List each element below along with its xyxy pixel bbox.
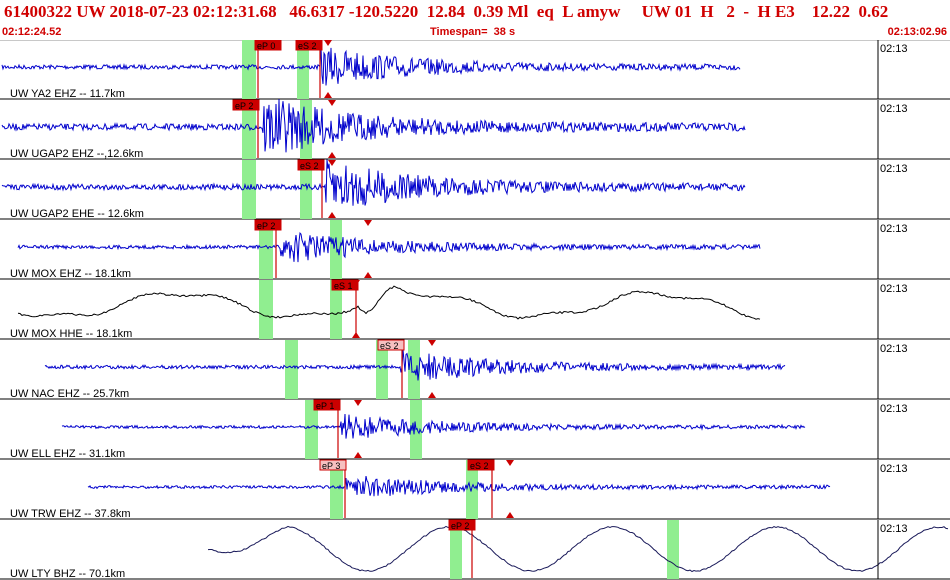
phase-window	[450, 520, 462, 579]
phase-window	[259, 220, 273, 279]
station-label: UW MOX HHE -- 18.1km	[10, 328, 132, 340]
time-tick-label: 02:13	[880, 223, 908, 235]
pick-marker	[328, 152, 336, 158]
time-tick-label: 02:13	[880, 403, 908, 415]
waveform-trace	[207, 525, 949, 573]
pick-flag[interactable]	[331, 279, 359, 291]
pick-marker	[328, 100, 336, 106]
timespan-label: Timespan= 38 s	[430, 26, 516, 38]
pick-flag[interactable]	[377, 339, 405, 351]
pick-label: eP 2	[451, 521, 469, 531]
pick-label: eS 2	[298, 41, 317, 51]
time-tick-label: 02:13	[880, 343, 908, 355]
time-tick-label: 02:13	[880, 103, 908, 115]
phase-window	[259, 280, 273, 339]
end-time-label: 02:13:02.96	[887, 26, 947, 38]
phase-window	[466, 460, 478, 519]
event-summary-title: 61400322 UW 2018-07-23 02:12:31.68 46.63…	[4, 2, 889, 21]
time-tick-label: 02:13	[880, 463, 908, 475]
pick-flag[interactable]	[313, 399, 341, 411]
phase-window	[300, 160, 312, 219]
phase-window	[330, 460, 343, 519]
pick-marker	[354, 400, 362, 406]
pick-flag[interactable]	[254, 40, 282, 51]
phase-window	[242, 40, 256, 99]
pick-flag[interactable]	[297, 159, 325, 171]
waveform-trace	[17, 232, 761, 263]
pick-flag[interactable]	[232, 99, 260, 111]
phase-window	[297, 40, 309, 99]
phase-window	[242, 100, 256, 159]
pick-flag[interactable]	[254, 219, 282, 231]
pick-label: eS 1	[334, 281, 353, 291]
waveform-trace	[1, 99, 746, 153]
phase-window	[667, 520, 679, 579]
phase-window	[408, 340, 420, 399]
pick-marker	[428, 340, 436, 346]
seismogram-panel[interactable]: eP 0 eS 2 02:13 UW YA2 EHZ -- 11.7km eP 2 02:…	[0, 40, 950, 580]
station-label: UW MOX EHZ -- 18.1km	[10, 268, 131, 280]
station-label: UW TRW EHZ -- 37.8km	[10, 508, 131, 520]
pick-label: eP 1	[316, 401, 334, 411]
pick-flag[interactable]	[319, 459, 347, 471]
pick-marker	[328, 160, 336, 166]
pick-label: eS 2	[380, 341, 399, 351]
pick-flag[interactable]	[448, 519, 476, 531]
station-label: UW UGAP2 EHE -- 12.6km	[10, 208, 144, 220]
phase-window	[330, 220, 342, 279]
pick-marker	[428, 392, 436, 398]
time-tick-label: 02:13	[880, 163, 908, 175]
phase-window	[330, 280, 342, 339]
waveform-trace	[1, 46, 741, 86]
time-tick-label: 02:13	[880, 283, 908, 295]
waveform-trace	[17, 285, 761, 320]
pick-label: eP 2	[235, 101, 253, 111]
pick-flag[interactable]	[295, 40, 323, 51]
pick-marker	[364, 272, 372, 278]
station-label: UW YA2 EHZ -- 11.7km	[10, 88, 125, 100]
waveform-trace	[61, 413, 806, 439]
pick-marker	[364, 220, 372, 226]
pick-label: eS 2	[300, 161, 319, 171]
phase-window	[285, 340, 298, 399]
pick-marker	[324, 92, 332, 98]
station-label: UW ELL EHZ -- 31.1km	[10, 448, 125, 460]
pick-label: eP 0	[257, 41, 275, 51]
phase-window	[305, 400, 318, 459]
station-label: UW UGAP2 EHZ --,12.6km	[10, 148, 143, 160]
pick-marker	[506, 512, 514, 518]
pick-marker	[324, 40, 332, 46]
pick-marker	[352, 280, 360, 286]
event-header: 61400322 UW 2018-07-23 02:12:31.68 46.63…	[0, 0, 950, 41]
pick-marker	[328, 212, 336, 218]
waveform-trace	[44, 349, 786, 381]
waveform-trace	[87, 475, 831, 497]
waveform-trace	[1, 159, 746, 206]
pick-label: eP 3	[322, 461, 340, 471]
pick-flag[interactable]	[467, 459, 495, 471]
pick-marker	[352, 332, 360, 338]
station-label: UW LTY BHZ -- 70.1km	[10, 568, 125, 580]
pick-marker	[506, 460, 514, 466]
pick-marker	[354, 452, 362, 458]
start-time-label: 02:12:24.52	[2, 26, 62, 38]
station-label: UW NAC EHZ -- 25.7km	[10, 388, 129, 400]
pick-label: eP 2	[257, 221, 275, 231]
phase-window	[242, 160, 256, 219]
phase-window	[376, 340, 388, 399]
pick-label: eS 2	[470, 461, 489, 471]
time-tick-label: 02:13	[880, 43, 908, 55]
time-tick-label: 02:13	[880, 523, 908, 535]
